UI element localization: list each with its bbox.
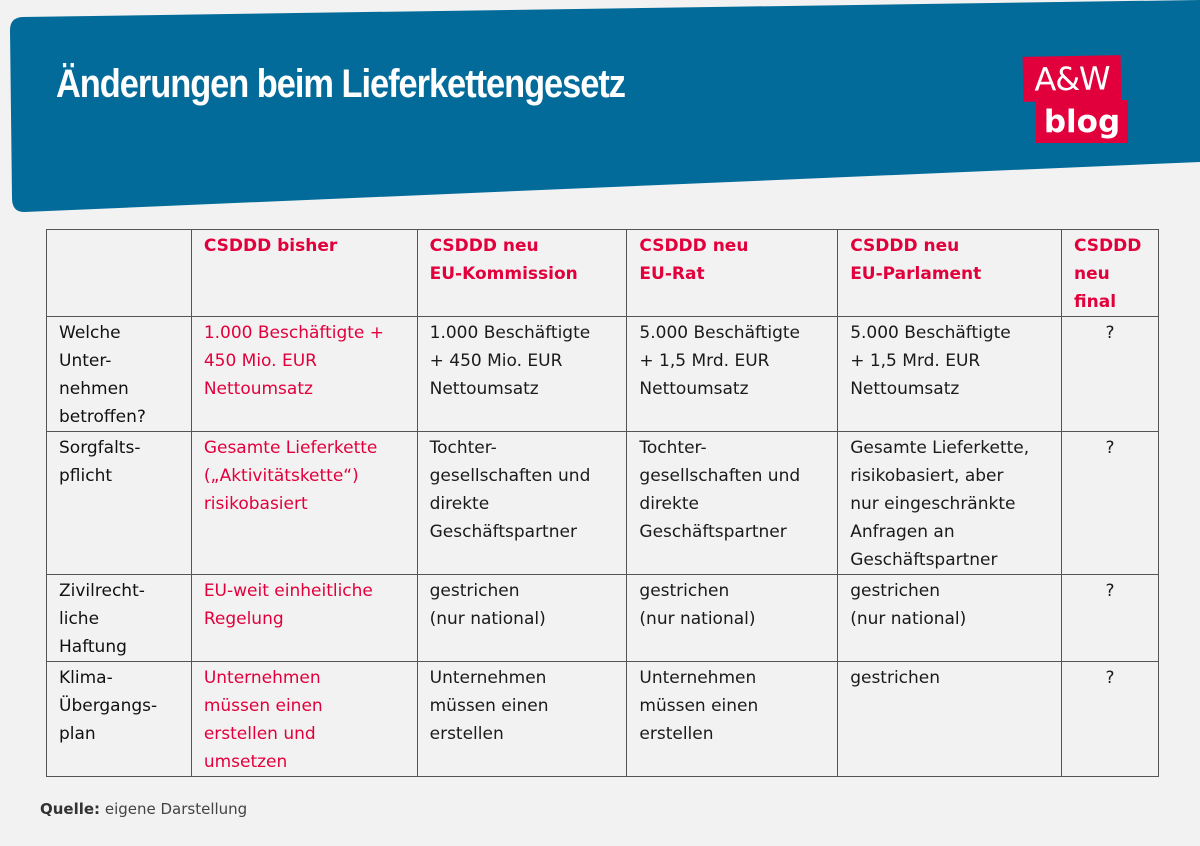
cell-kommission: 1.000 Beschäftigte + 450 Mio. EUR Nettou… bbox=[416, 316, 628, 432]
header-banner bbox=[0, 0, 1200, 215]
table-row: Sorgfalts- pflicht Gesamte Lieferkette (… bbox=[46, 431, 1159, 575]
logo-line1: A&W bbox=[1022, 55, 1122, 102]
logo-line2: blog bbox=[1036, 100, 1128, 143]
table-row: Welche Unter- nehmen betroffen? 1.000 Be… bbox=[46, 316, 1159, 432]
cell-bisher: Gesamte Lieferkette („Aktivitätskette“) … bbox=[190, 431, 418, 575]
cell-bisher: 1.000 Beschäftigte + 450 Mio. EUR Nettou… bbox=[190, 316, 418, 432]
source-note: Quelle: eigene Darstellung bbox=[40, 800, 247, 818]
source-label: Quelle: bbox=[40, 800, 101, 818]
column-header-parlament: CSDDD neu EU-Parlament bbox=[837, 229, 1063, 317]
cell-final: ? bbox=[1061, 316, 1159, 432]
cell-parlament: gestrichen (nur national) bbox=[837, 574, 1063, 662]
row-label: Sorgfalts- pflicht bbox=[46, 431, 192, 575]
cell-bisher: EU-weit einheitliche Regelung bbox=[190, 574, 418, 662]
cell-final: ? bbox=[1061, 574, 1159, 662]
cell-final: ? bbox=[1061, 661, 1159, 777]
cell-bisher: Unternehmen müssen einen erstellen und u… bbox=[190, 661, 418, 777]
cell-kommission: gestrichen (nur national) bbox=[416, 574, 628, 662]
banner-shape bbox=[10, 0, 1200, 212]
cell-rat: Unternehmen müssen einen erstellen bbox=[626, 661, 839, 777]
cell-parlament: Gesamte Lieferkette, risikobasiert, aber… bbox=[837, 431, 1063, 575]
cell-rat: Tochter- gesellschaften und direkte Gesc… bbox=[626, 431, 839, 575]
column-header-rat: CSDDD neu EU-Rat bbox=[626, 229, 839, 317]
row-label: Klima- Übergangs- plan bbox=[46, 661, 192, 777]
cell-kommission: Tochter- gesellschaften und direkte Gesc… bbox=[416, 431, 628, 575]
table-row: Zivilrecht- liche Haftung EU-weit einhei… bbox=[46, 574, 1159, 662]
table-row: Klima- Übergangs- plan Unternehmen müsse… bbox=[46, 661, 1159, 777]
page-title: Änderungen beim Lieferkettengesetz bbox=[56, 62, 626, 106]
column-header-bisher: CSDDD bisher bbox=[190, 229, 418, 317]
cell-final: ? bbox=[1061, 431, 1159, 575]
row-label: Zivilrecht- liche Haftung bbox=[46, 574, 192, 662]
comparison-table: CSDDD bisher CSDDD neu EU-Kommission CSD… bbox=[46, 229, 1159, 777]
column-header-empty bbox=[46, 229, 192, 317]
table-header-row: CSDDD bisher CSDDD neu EU-Kommission CSD… bbox=[46, 229, 1159, 317]
source-text: eigene Darstellung bbox=[104, 800, 248, 818]
cell-parlament: gestrichen bbox=[837, 661, 1063, 777]
column-header-kommission: CSDDD neu EU-Kommission bbox=[416, 229, 628, 317]
cell-rat: gestrichen (nur national) bbox=[626, 574, 839, 662]
cell-parlament: 5.000 Beschäftigte + 1,5 Mrd. EUR Nettou… bbox=[837, 316, 1063, 432]
cell-kommission: Unternehmen müssen einen erstellen bbox=[416, 661, 628, 777]
cell-rat: 5.000 Beschäftigte + 1,5 Mrd. EUR Nettou… bbox=[626, 316, 839, 432]
column-header-final: CSDDD neu final bbox=[1061, 229, 1159, 317]
row-label: Welche Unter- nehmen betroffen? bbox=[46, 316, 192, 432]
